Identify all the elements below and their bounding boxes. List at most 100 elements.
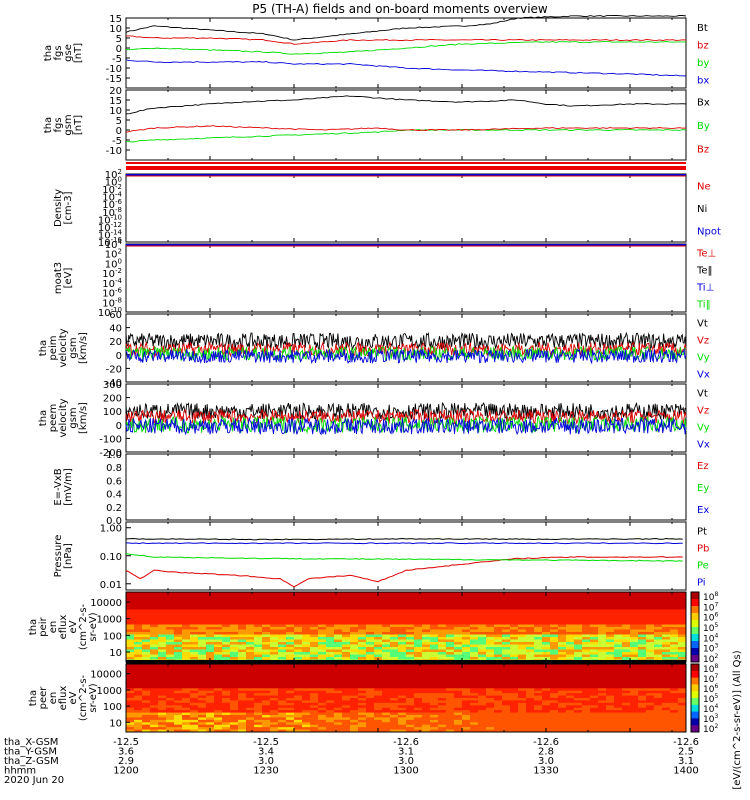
peir_spectrogram-cell	[422, 649, 431, 653]
peer_spectrogram-cell	[254, 688, 263, 692]
peer_spectrogram-cell	[638, 712, 647, 716]
peir_spectrogram-cell	[214, 597, 223, 600]
peer_spectrogram-cell	[398, 717, 407, 721]
peer_spectrogram-cell	[390, 688, 399, 692]
peer_spectrogram-cell	[222, 678, 231, 682]
peer_spectrogram-cell	[478, 668, 487, 672]
peir_spectrogram-cell	[454, 652, 463, 655]
peir_spectrogram-cell	[190, 632, 199, 635]
peer_spectrogram-cell	[134, 681, 143, 684]
peir_spectrogram-cell	[310, 612, 319, 615]
peer_spectrogram-cell	[454, 705, 463, 709]
peer_spectrogram-cell	[654, 671, 663, 675]
peem_velocity-ytick-label: -100	[99, 434, 122, 445]
peer_spectrogram-cell	[486, 693, 495, 697]
peer_spectrogram-cell	[534, 685, 543, 689]
peir_spectrogram-cell	[254, 594, 263, 598]
peim_velocity-ytick-label: -20	[106, 364, 122, 375]
peir_spectrogram-cell	[134, 592, 143, 595]
peer_spectrogram-cell	[614, 715, 623, 718]
peir_spectrogram-cell	[262, 612, 271, 615]
peer_spectrogram-cell	[206, 712, 215, 716]
peer_spectrogram-cell	[414, 671, 423, 675]
peir_spectrogram-cell	[646, 617, 655, 620]
peir_spectrogram-cell	[502, 627, 511, 630]
peir_spectrogram-cell	[358, 604, 367, 608]
peir_spectrogram-cell	[646, 607, 655, 610]
peer_spectrogram-cell	[638, 666, 647, 670]
peer_spectrogram-cell	[502, 715, 511, 718]
peir_spectrogram-cell	[230, 629, 239, 633]
peir_spectrogram-cell	[382, 599, 391, 603]
peir_spectrogram-cell	[318, 604, 327, 608]
peer_spectrogram-cell	[254, 673, 263, 677]
peer_spectrogram-cell	[622, 668, 631, 672]
peer_spectrogram-cell	[142, 729, 151, 733]
peir_spectrogram-cell	[334, 657, 343, 660]
peer_spectrogram-cell	[414, 690, 423, 694]
peer_spectrogram-cell	[478, 724, 487, 728]
peir_spectrogram-cell	[478, 604, 487, 608]
peer_spectrogram-cell	[638, 702, 647, 706]
temperature-ytick-label: 10-2	[102, 267, 122, 280]
peir_spectrogram-cell	[278, 622, 287, 625]
peer_spectrogram-cell	[214, 664, 223, 667]
peir_spectrogram-cell	[438, 649, 447, 653]
peer_spectrogram-cell	[430, 729, 439, 733]
peer_spectrogram-cell	[662, 719, 671, 723]
peir_spectrogram-cell	[590, 624, 599, 628]
peer_spectrogram-cell	[550, 724, 559, 728]
peer_spectrogram-cell	[270, 719, 279, 723]
peer_spectrogram-cell	[302, 676, 311, 680]
peer_spectrogram-cell	[214, 666, 223, 670]
peir_spectrogram-cell	[670, 597, 679, 600]
peer_spectrogram-cell	[222, 671, 231, 675]
peir_spectrogram-cell	[638, 652, 647, 655]
peir_spectrogram-cell	[230, 632, 239, 635]
peer_spectrogram-cell	[254, 722, 263, 726]
efield-ytick-label: 0.8	[106, 463, 122, 474]
peer_spectrogram-cell	[126, 724, 135, 728]
peer_spectrogram-cell	[502, 668, 511, 672]
peir_spectrogram-cell	[654, 604, 663, 608]
fgs_gse-ytick-label: -10	[106, 64, 122, 75]
peir_spectrogram-cell	[358, 657, 367, 660]
peir_spectrogram-cell	[542, 629, 551, 633]
peir_spectrogram-cell	[430, 592, 439, 595]
peer_spectrogram-cell	[606, 698, 615, 701]
peer_spectrogram-cell	[534, 715, 543, 718]
peir_spectrogram-cell	[542, 637, 551, 640]
peir_spectrogram-cell	[518, 607, 527, 610]
peer_spectrogram-cell	[630, 666, 639, 670]
peer_spectrogram-cell	[566, 685, 575, 689]
peer_spectrogram-cell	[238, 712, 247, 716]
peir_spectrogram-cell	[526, 637, 535, 640]
peer_spectrogram-cell	[446, 683, 455, 687]
peir_spectrogram-cell	[262, 594, 271, 598]
peir_spectrogram-cell	[278, 642, 287, 645]
peir_spectrogram-cell	[662, 629, 671, 633]
peer_spectrogram-cell	[398, 683, 407, 687]
peir_spectrogram-cell	[150, 627, 159, 630]
peer_spectrogram-cell	[278, 724, 287, 728]
peer_spectrogram-cell	[566, 668, 575, 672]
peir_spectrogram-cell	[574, 657, 583, 660]
peir_spectrogram-cell	[286, 647, 295, 650]
peer_spectrogram-cell	[582, 705, 591, 709]
peer_spectrogram-cell	[406, 705, 415, 709]
peem_velocity-ylabel: velocity	[58, 398, 69, 437]
peer_spectrogram-cell	[518, 683, 527, 687]
peer_spectrogram-cell	[326, 693, 335, 697]
peir_spectrogram-cell	[486, 629, 495, 633]
peir_spectrogram-cell	[662, 619, 671, 623]
peer_spectrogram-cell	[174, 681, 183, 684]
peer_spectrogram-cell	[430, 683, 439, 687]
peir_spectrogram-cell	[198, 654, 207, 658]
peir_spectrogram-cell	[126, 624, 135, 628]
peir_spectrogram-cell	[318, 614, 327, 618]
peir_spectrogram-cell	[254, 629, 263, 633]
peir_spectrogram-cell	[158, 597, 167, 600]
peir_spectrogram-cell	[630, 642, 639, 645]
peer_spectrogram-cell	[614, 683, 623, 687]
peir_spectrogram-cell	[566, 644, 575, 648]
